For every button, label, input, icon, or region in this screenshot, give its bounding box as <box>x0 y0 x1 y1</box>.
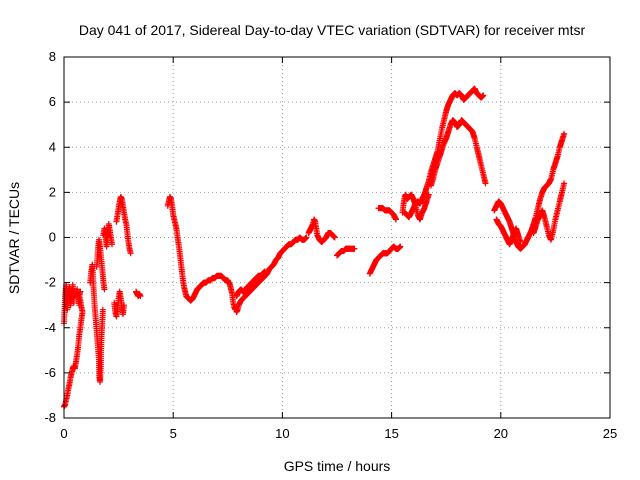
x-tick-label: 25 <box>603 426 617 441</box>
data-points <box>61 85 568 410</box>
data-point <box>561 180 568 187</box>
data-point <box>99 306 106 313</box>
x-tick-label: 5 <box>170 426 177 441</box>
data-point <box>127 250 134 257</box>
chart-title: Day 041 of 2017, Sidereal Day-to-day VTE… <box>79 22 586 38</box>
data-point <box>482 180 489 187</box>
y-tick-label: 2 <box>49 184 56 199</box>
data-point <box>76 302 83 309</box>
data-point <box>261 268 268 275</box>
y-tick-label: -4 <box>44 320 56 335</box>
data-point <box>70 299 77 306</box>
y-tick-label: 0 <box>49 230 56 245</box>
data-point <box>109 241 116 248</box>
x-tick-label: 20 <box>494 426 508 441</box>
data-point <box>101 286 108 293</box>
y-axis-title: SDTVAR / TECUs <box>6 182 22 294</box>
data-point <box>137 293 144 300</box>
x-axis-title: GPS time / hours <box>284 458 391 474</box>
data-point <box>121 302 128 309</box>
data-point <box>397 243 404 250</box>
x-tick-label: 0 <box>60 426 67 441</box>
axis-ticks: 0 5 10 15 20 25 -8 -6 -4 -2 0 2 4 6 8 <box>44 49 617 441</box>
data-point <box>351 245 358 252</box>
x-tick-label: 15 <box>384 426 398 441</box>
x-tick-label: 10 <box>275 426 289 441</box>
y-tick-label: -2 <box>44 275 56 290</box>
data-point <box>303 234 310 241</box>
data-point <box>517 239 524 246</box>
data-point <box>331 234 338 241</box>
y-tick-label: 4 <box>49 139 56 154</box>
data-point <box>561 130 568 137</box>
y-tick-label: -8 <box>44 410 56 425</box>
data-point <box>392 216 399 223</box>
y-tick-label: 6 <box>49 94 56 109</box>
y-tick-label: -6 <box>44 365 56 380</box>
y-tick-label: 8 <box>49 49 56 64</box>
data-point <box>480 92 487 99</box>
